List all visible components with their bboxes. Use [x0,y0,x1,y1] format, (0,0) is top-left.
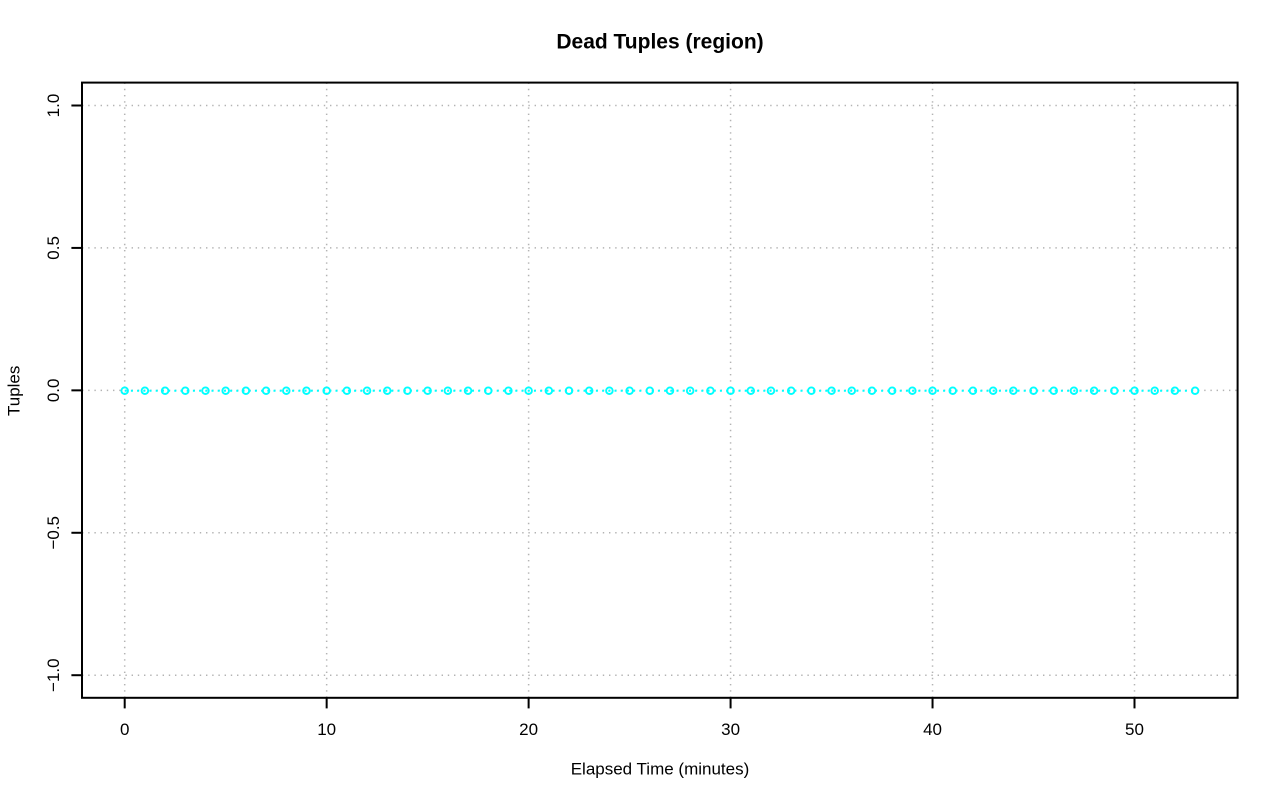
svg-text:−1.0: −1.0 [44,658,63,692]
svg-text:10: 10 [317,720,336,739]
svg-text:0.5: 0.5 [44,236,63,260]
svg-text:0: 0 [120,720,129,739]
svg-text:50: 50 [1125,720,1144,739]
svg-text:20: 20 [519,720,538,739]
svg-text:Elapsed Time (minutes): Elapsed Time (minutes) [571,760,750,779]
svg-text:30: 30 [721,720,740,739]
svg-text:40: 40 [923,720,942,739]
svg-text:0.0: 0.0 [44,379,63,403]
svg-text:Tuples: Tuples [5,366,24,416]
svg-text:1.0: 1.0 [44,94,63,118]
svg-text:−0.5: −0.5 [44,516,63,550]
svg-text:Dead Tuples (region): Dead Tuples (region) [556,31,763,54]
